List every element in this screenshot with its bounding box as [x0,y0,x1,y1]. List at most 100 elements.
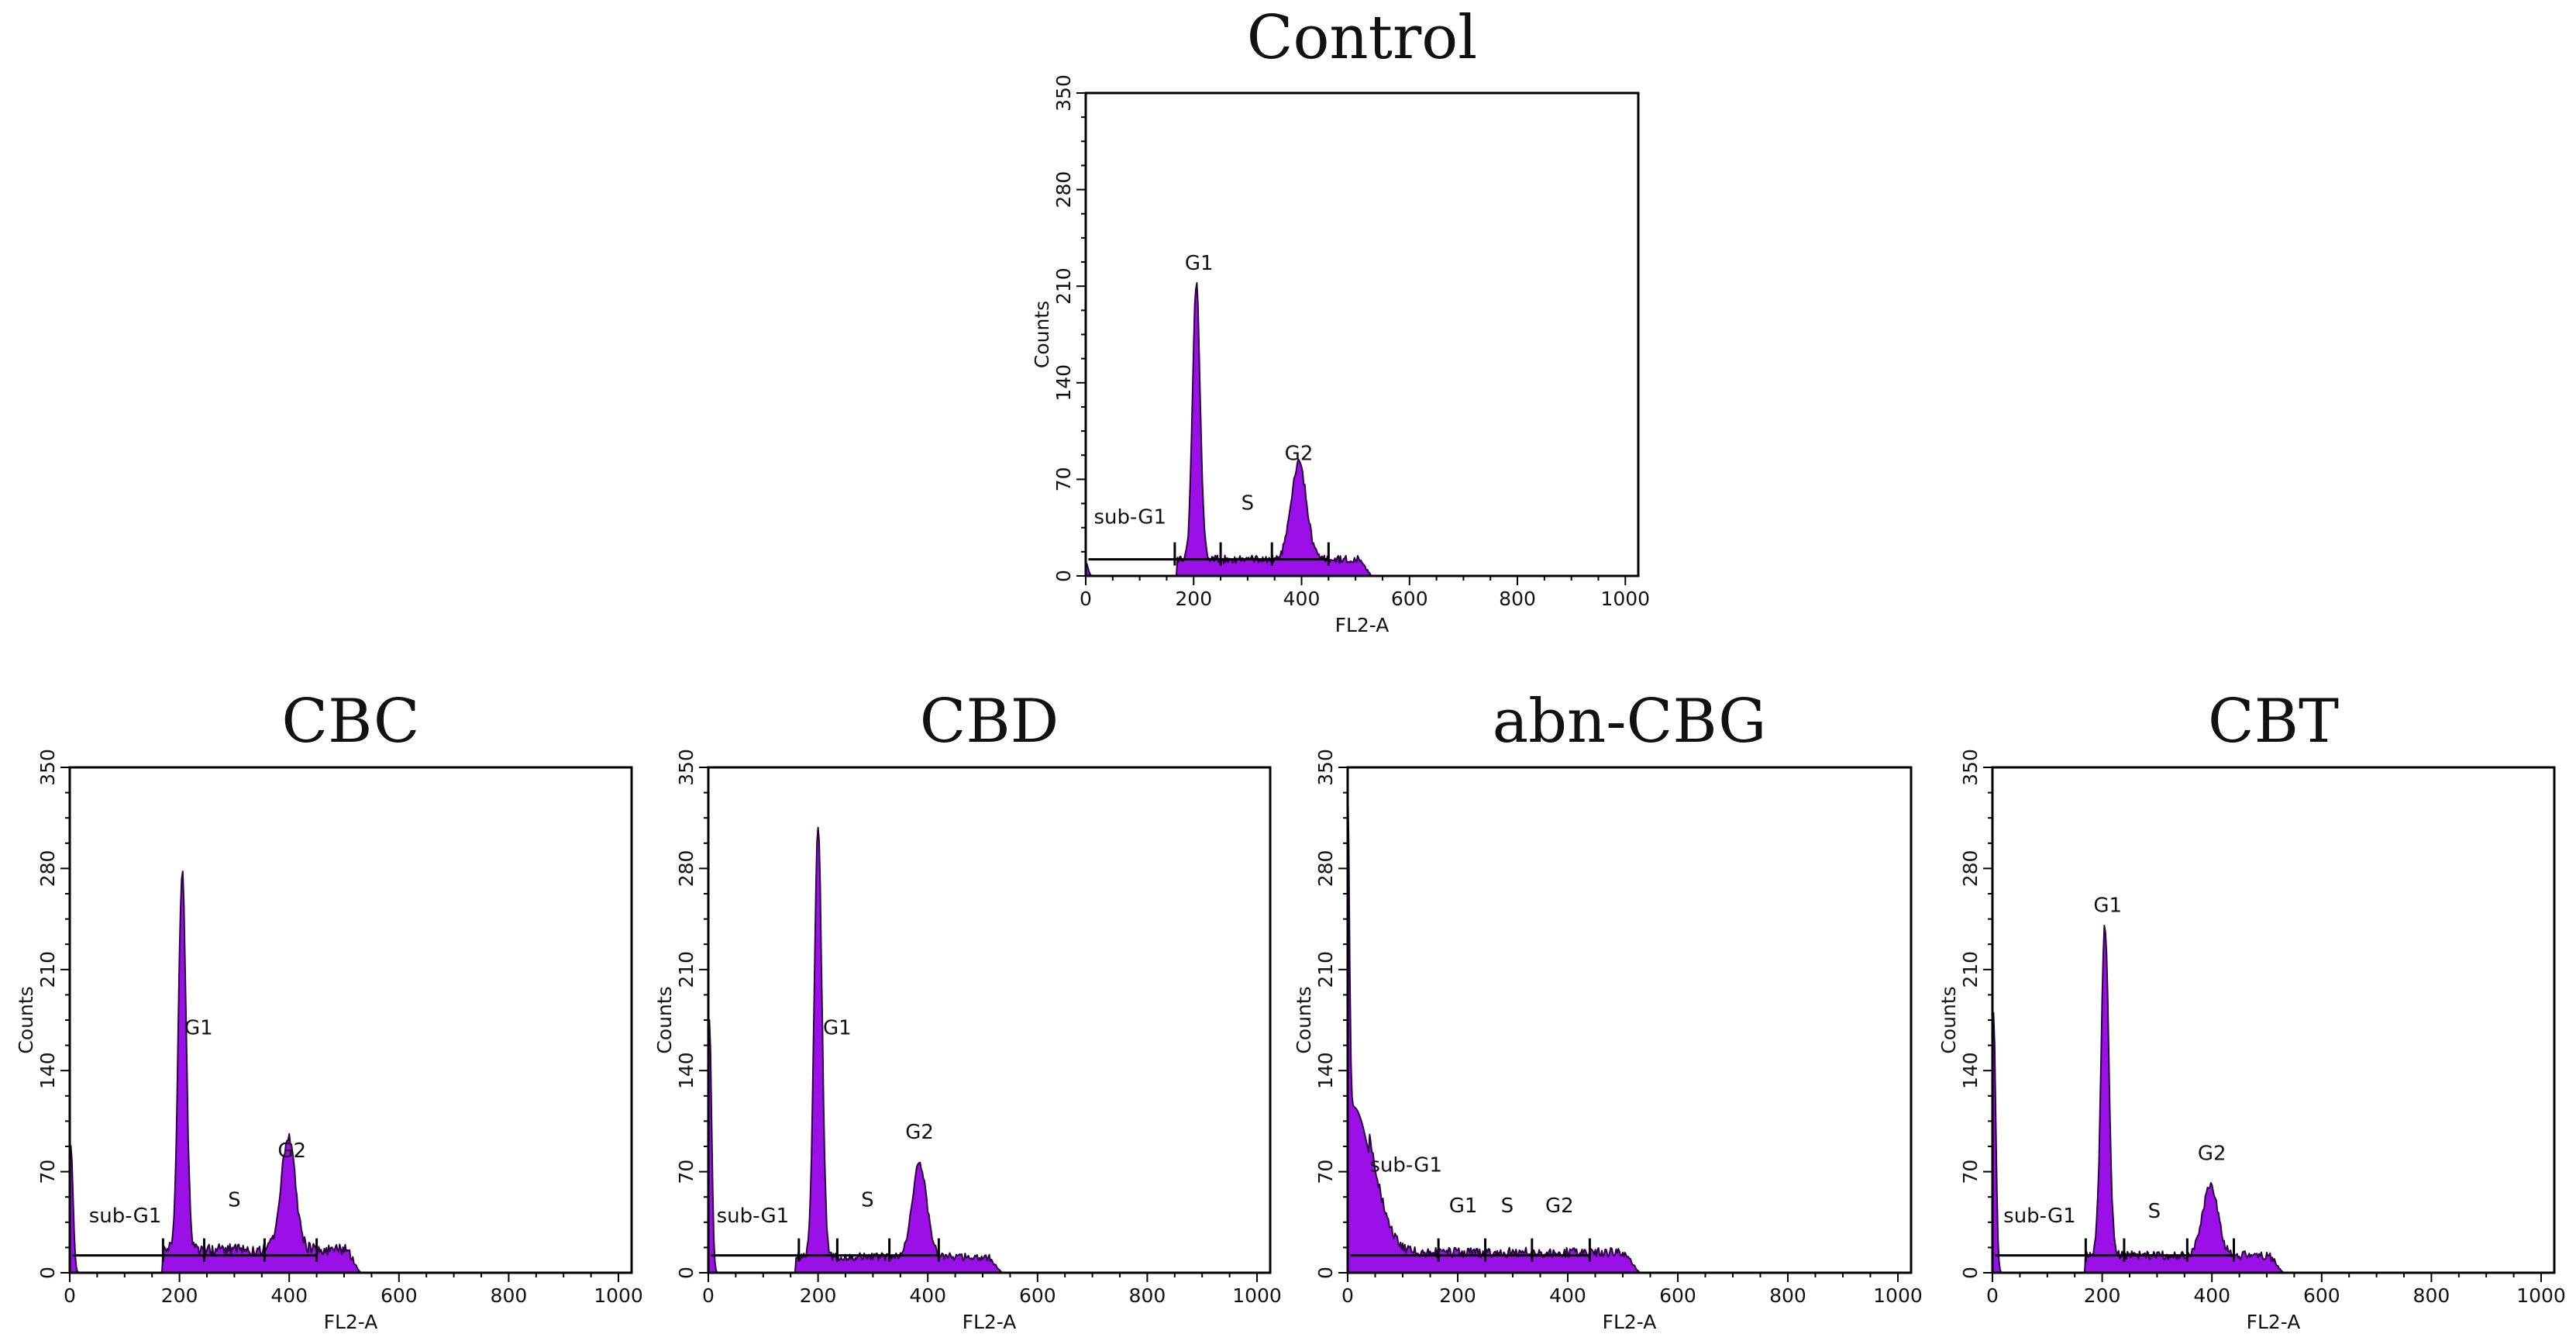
panel-title: CBC [281,687,419,757]
panel-cbt: CBT sub-G1 G1 S G2 0 200 400 600 800 1000 0 70 140 210… [1937,687,2566,1333]
y-axis-label: Counts [15,986,37,1053]
gate-label-g2: G2 [277,1139,306,1163]
y-tick-label: 0 [675,1267,697,1279]
x-tick-label: 0 [702,1284,715,1307]
y-tick-label: 140 [675,1052,697,1089]
plot-frame [68,766,633,1274]
x-tick-label: 1000 [2516,1284,2566,1307]
panel-title: CBT [2208,687,2339,757]
y-tick-label: 70 [36,1160,59,1184]
y-tick-label: 0 [1959,1267,1982,1279]
panel-title: CBD [920,687,1059,757]
x-axis-label: FL2-A [2247,1311,2301,1333]
gate-label-g2: G2 [1285,442,1314,465]
panel-abn-cbg: abn-CBG sub-G1 G1 S G2 0 200 400 600 800 1000 0 70 14… [1293,687,1923,1333]
y-tick-label: 350 [675,749,697,786]
y-tick-label: 0 [1314,1267,1337,1279]
gate-label-s: S [861,1188,874,1212]
gate-label-s: S [1501,1194,1514,1218]
plot-frame [1346,766,1913,1274]
y-tick-label: 210 [1314,951,1337,988]
y-axis-label: Counts [1031,301,1053,368]
gate-label-g1: G1 [184,1017,213,1040]
x-tick-label: 800 [1769,1284,1806,1307]
y-tick-label: 210 [36,951,59,988]
y-tick-label: 280 [675,850,697,888]
gate-label-sub-g1: sub-G1 [1093,505,1166,529]
histogram-area [1085,282,1410,577]
gate-label-sub-g1: sub-G1 [1369,1154,1442,1177]
x-tick-label: 200 [800,1284,837,1307]
gate-label-s: S [1242,492,1255,515]
y-tick-label: 70 [1052,467,1075,491]
x-tick-label: 1000 [1232,1284,1282,1307]
x-tick-label: 200 [1175,588,1212,610]
y-tick-label: 140 [36,1052,59,1089]
x-tick-label: 600 [1391,588,1428,610]
x-tick-label: 600 [2303,1284,2340,1307]
x-axis-label: FL2-A [1603,1311,1657,1333]
x-tick-label: 400 [270,1284,308,1307]
x-tick-label: 0 [1341,1284,1354,1307]
plot-frame [707,766,1272,1274]
y-tick-label: 280 [1959,850,1982,888]
y-tick-label: 0 [1052,570,1075,582]
gate-label-g2: G2 [2198,1143,2226,1166]
y-tick-label: 140 [1052,364,1075,402]
gate-label-g1: G1 [2093,894,2122,917]
x-tick-label: 400 [909,1284,946,1307]
gate-label-s: S [228,1188,241,1212]
x-tick-label: 800 [1499,588,1536,610]
x-tick-label: 0 [1986,1284,1999,1307]
y-axis-label: Counts [1937,986,1960,1053]
x-tick-label: 1000 [1600,588,1650,610]
y-tick-label: 280 [1314,850,1337,888]
x-tick-label: 600 [1019,1284,1056,1307]
y-tick-label: 0 [36,1267,59,1279]
x-axis-label: FL2-A [1335,614,1390,636]
x-tick-label: 1000 [594,1284,643,1307]
x-tick-label: 400 [1549,1284,1586,1307]
x-tick-label: 800 [491,1284,528,1307]
x-tick-label: 600 [1659,1284,1696,1307]
histogram-area [1347,780,1679,1274]
x-tick-label: 200 [2084,1284,2121,1307]
x-tick-label: 0 [64,1284,76,1307]
panel-title: abn-CBG [1493,687,1767,757]
gate-label-g2: G2 [905,1121,934,1144]
plot-frame [1991,766,2556,1274]
y-tick-label: 210 [1052,267,1075,305]
x-tick-label: 200 [161,1284,198,1307]
x-tick-label: 400 [2193,1284,2230,1307]
gate-label-sub-g1: sub-G1 [717,1205,790,1228]
y-tick-label: 210 [675,951,697,988]
panel-title: Control [1247,3,1477,73]
x-tick-label: 200 [1439,1284,1476,1307]
y-axis-label: Counts [653,986,676,1053]
x-axis-label: FL2-A [324,1311,378,1333]
x-tick-label: 600 [381,1284,418,1307]
panel-cbc: CBC sub-G1 G1 S G2 0 200 400 600 800 1000 0 70 140 210… [15,687,643,1333]
x-tick-label: 1000 [1873,1284,1923,1307]
gate-label-g1: G1 [823,1017,852,1040]
y-tick-label: 280 [36,850,59,888]
gate-label-g2: G2 [1545,1194,1574,1218]
y-tick-label: 280 [1052,171,1075,209]
gate-label-g1: G1 [1449,1194,1478,1218]
y-tick-label: 350 [36,749,59,786]
x-tick-label: 800 [2413,1284,2450,1307]
y-tick-label: 140 [1314,1052,1337,1089]
y-tick-label: 70 [1314,1160,1337,1184]
y-axis-label: Counts [1293,986,1315,1053]
panel-control: Control sub-G1 G1 S G2 0 200 400 600 800 1000 0 70 14… [1031,3,1650,636]
y-tick-label: 140 [1959,1052,1982,1089]
y-tick-label: 70 [1959,1160,1982,1184]
gate-label-sub-g1: sub-G1 [2003,1205,2076,1228]
x-tick-label: 0 [1080,588,1092,610]
gate-label-sub-g1: sub-G1 [89,1205,162,1228]
panel-cbd: CBD sub-G1 G1 S G2 0 200 400 600 800 1000 0 70 140 210… [653,687,1282,1333]
y-tick-label: 350 [1314,749,1337,786]
y-tick-label: 210 [1959,951,1982,988]
x-tick-label: 800 [1129,1284,1166,1307]
